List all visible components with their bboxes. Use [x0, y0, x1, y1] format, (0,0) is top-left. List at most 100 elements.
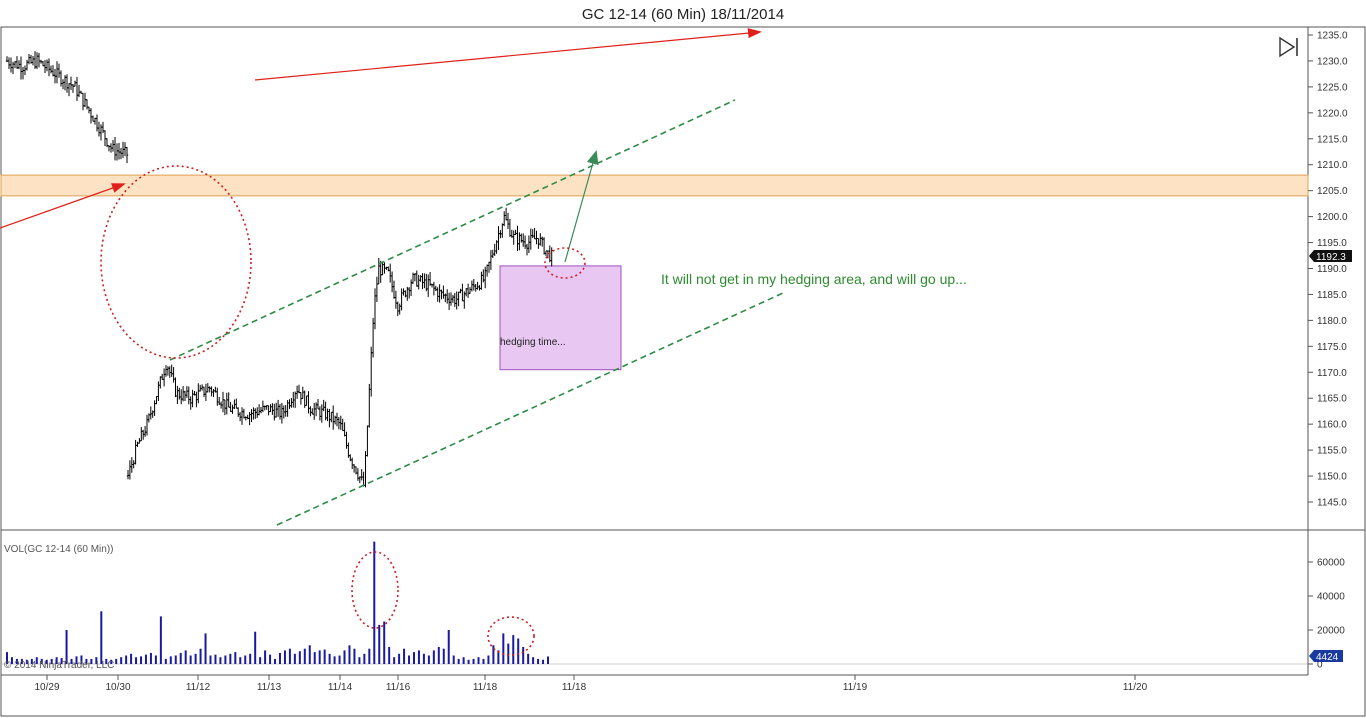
- volume-bar: [120, 657, 123, 664]
- green-arrow-up: [564, 150, 599, 263]
- volume-bar: [288, 648, 291, 664]
- volume-bar: [348, 645, 351, 664]
- volume-bar: [427, 655, 430, 664]
- volume-bar: [537, 658, 540, 664]
- volume-bar: [204, 633, 207, 664]
- volume-bar: [65, 630, 68, 664]
- ellipse-current-price: [544, 247, 586, 279]
- price-tick-label: 1145.0: [1317, 498, 1347, 509]
- volume-bar: [169, 656, 172, 664]
- volume-bar: [189, 655, 192, 664]
- volume-bar: [393, 657, 396, 664]
- time-tick-label: 10/30: [105, 682, 130, 693]
- volume-bar: [259, 657, 262, 664]
- price-tick-label: 1190.0: [1317, 264, 1347, 275]
- volume-bar: [313, 652, 316, 664]
- volume-bar: [35, 657, 38, 664]
- volume-bar: [308, 645, 311, 664]
- volume-bar: [184, 650, 187, 664]
- volume-bar: [447, 630, 450, 664]
- volume-bar: [95, 657, 98, 664]
- volume-bar: [452, 655, 455, 664]
- last-price-badge: 1192.3: [1309, 250, 1352, 263]
- volume-bar: [194, 653, 197, 664]
- price-axis: 1145.0 1150.0 1155.0 1160.0 1165.0 1170.0 1175…: [1308, 31, 1348, 509]
- volume-bar: [517, 638, 520, 664]
- time-tick-label: 11/12: [186, 682, 211, 693]
- red-arrow-top: [254, 28, 762, 81]
- time-tick-label: 10/29: [34, 682, 59, 693]
- volume-bar: [502, 633, 505, 664]
- resistance-band: [0, 174, 1309, 197]
- volume-bar: [358, 657, 361, 664]
- volume-bar: [512, 635, 515, 664]
- volume-bar: [303, 648, 306, 664]
- volume-bar: [105, 658, 108, 664]
- chart-title: GC 12-14 (60 Min) 18/11/2014: [582, 6, 784, 23]
- time-tick-label: 11/16: [386, 682, 411, 693]
- volume-bar: [70, 658, 73, 664]
- volume-bar: [532, 657, 535, 664]
- ellipse-volume-recent: [487, 616, 535, 656]
- volume-bar: [199, 648, 202, 664]
- price-tick-label: 1210.0: [1317, 160, 1348, 171]
- volume-bar: [283, 650, 286, 664]
- volume-bar: [269, 654, 272, 664]
- volume-bars: [6, 541, 549, 664]
- volume-bar: [353, 648, 356, 664]
- ellipse-volume-spike: [351, 551, 399, 629]
- play-end-icon: [1279, 36, 1296, 58]
- time-tick-label: 11/13: [257, 682, 282, 693]
- price-tick-label: 1220.0: [1317, 108, 1348, 119]
- volume-bar: [209, 655, 212, 664]
- price-tick-label: 1205.0: [1317, 186, 1348, 197]
- volume-axis: 0 20000 40000 60000: [1, 558, 1345, 671]
- volume-bar: [432, 650, 435, 664]
- volume-bar: [115, 658, 118, 664]
- volume-bar: [542, 659, 545, 664]
- volume-bar: [522, 647, 525, 664]
- volume-bar: [497, 650, 500, 664]
- annotation-text: It will not get in my hedging area, and …: [661, 271, 967, 287]
- volume-bar: [214, 654, 217, 664]
- volume-bar: [254, 631, 257, 664]
- volume-bar: [398, 653, 401, 664]
- time-axis: 10/29 10/30 11/12 11/13 11/14 11/16 11/18 11/18…: [34, 675, 1148, 693]
- volume-bar: [85, 658, 88, 664]
- volume-bar: [30, 658, 33, 664]
- volume-bar: [442, 648, 445, 664]
- volume-bar: [477, 657, 480, 664]
- price-tick-label: 1185.0: [1317, 290, 1347, 301]
- volume-bar: [125, 655, 128, 664]
- volume-bar: [20, 658, 23, 664]
- volume-bar: [25, 659, 28, 664]
- volume-bar: [135, 657, 138, 664]
- volume-bar: [373, 541, 376, 664]
- volume-bar: [154, 655, 157, 664]
- volume-bar: [338, 655, 341, 664]
- price-tick-label: 1215.0: [1317, 134, 1348, 145]
- volume-bar: [422, 653, 425, 664]
- volume-bar: [15, 658, 18, 664]
- volume-bar: [219, 657, 222, 664]
- volume-bar: [482, 658, 485, 664]
- volume-bar: [229, 653, 232, 664]
- volume-bar: [110, 659, 113, 664]
- volume-bar: [90, 658, 93, 664]
- volume-tick-label: 40000: [1317, 592, 1345, 603]
- scroll-to-end-button[interactable]: [1276, 35, 1302, 59]
- volume-bar: [383, 621, 386, 664]
- price-tick-label: 1225.0: [1317, 82, 1348, 93]
- volume-bar: [224, 655, 227, 664]
- volume-bar: [144, 654, 147, 664]
- ellipse-gap: [100, 165, 252, 359]
- volume-bar: [60, 658, 63, 664]
- channel-lower-line: [276, 292, 784, 526]
- volume-bar: [462, 657, 465, 664]
- hedging-box-label: hedging time...: [500, 337, 566, 348]
- volume-bar: [239, 657, 242, 664]
- channel-upper-line: [169, 99, 736, 361]
- last-price-value: 1192.3: [1316, 252, 1346, 263]
- volume-bar: [417, 650, 420, 664]
